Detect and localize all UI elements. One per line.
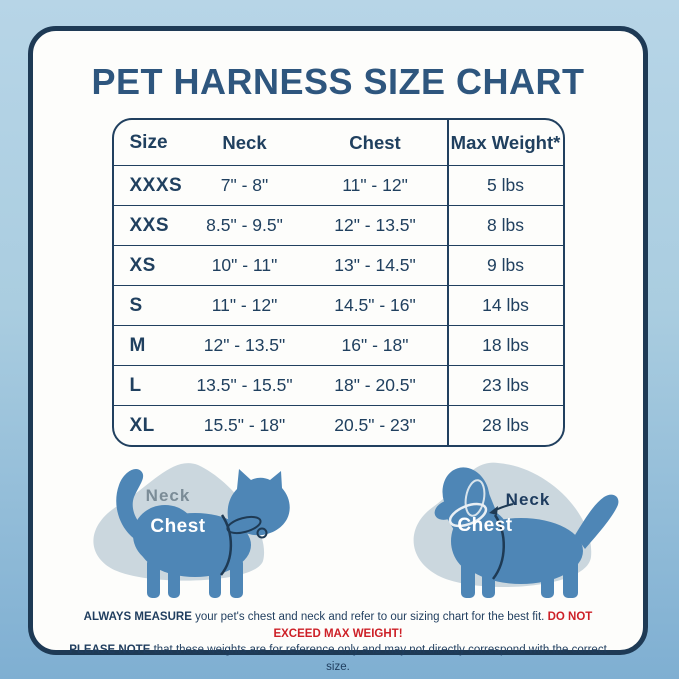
cell-chest: 11" - 12" — [342, 175, 408, 195]
footnote-line1-text: your pet's chest and neck and refer to o… — [191, 611, 548, 623]
dog-chest-label: Chest — [457, 515, 512, 536]
cat-illustration: Neck Chest — [93, 463, 290, 598]
cell-chest: 13" - 14.5" — [334, 255, 416, 275]
dog-illustration: Neck Chest — [413, 462, 619, 598]
cell-size: XXS — [129, 214, 170, 236]
table-row-xxs: XXS 8.5" - 9.5" 12" - 13.5" 8 lbs — [113, 205, 563, 245]
cell-max-weight: 28 lbs — [446, 406, 563, 445]
cell-neck: 11" - 12" — [211, 295, 278, 315]
cell-chest: 18" - 20.5" — [334, 375, 416, 395]
cell-size: XL — [129, 414, 155, 436]
table-row-xs: XS 10" - 11" 13" - 14.5" 9 lbs — [113, 245, 563, 285]
table-row-m: M 12" - 13.5" 16" - 18" 18 lbs — [113, 325, 563, 365]
cell-max-weight: 8 lbs — [446, 206, 563, 245]
cell-neck: 8.5" - 9.5" — [206, 215, 283, 235]
cell-neck: 12" - 13.5" — [203, 335, 286, 355]
cell-neck: 15.5" - 18" — [203, 415, 286, 435]
cell-max-weight: 23 lbs — [446, 366, 563, 405]
cell-chest: 20.5" - 23" — [334, 415, 416, 435]
cell-neck: 13.5" - 15.5" — [196, 375, 293, 395]
cell-chest: 14.5" - 16" — [334, 295, 416, 315]
column-header-size: Size — [129, 131, 168, 153]
footnote-please-note: PLEASE NOTE — [69, 644, 151, 657]
footnote-warning: DO NOT EXCEED MAX WEIGHT! — [273, 611, 593, 640]
dog-chest-measure-line — [491, 514, 505, 580]
table-header-row: Size Neck Chest Max Weight* — [114, 120, 563, 165]
table-row-xxxs: XXXS 7" - 8" 11" - 12" 5 lbs — [113, 165, 563, 205]
cell-max-weight: 5 lbs — [446, 166, 563, 205]
cat-neck-measure-loop — [256, 527, 268, 539]
column-header-neck: Neck — [222, 131, 267, 153]
cell-chest: 12" - 13.5" — [334, 215, 416, 235]
table-row-l: L 13.5" - 15.5" 18" - 20.5" 23 lbs — [113, 365, 563, 405]
footnote: ALWAYS MEASURE your pet's chest and neck… — [61, 609, 615, 676]
dog-neck-arrowhead — [489, 506, 498, 515]
cell-neck: 10" - 11" — [211, 255, 278, 275]
cell-size: L — [129, 374, 142, 396]
dog-neck-measure-line — [448, 502, 488, 528]
footnote-line2-text: that these weights are for reference onl… — [150, 644, 607, 674]
column-header-chest: Chest — [349, 131, 401, 153]
dog-silhouette — [434, 467, 619, 598]
cell-max-weight: 9 lbs — [446, 246, 563, 285]
cell-max-weight: 14 lbs — [446, 286, 563, 325]
cat-chest-measure-line — [220, 514, 233, 576]
cat-neck-label: Neck — [146, 486, 191, 505]
cell-neck: 7" - 8" — [220, 175, 269, 195]
cell-size: S — [129, 294, 143, 316]
cell-chest: 16" - 18" — [341, 335, 409, 355]
dog-neck-label: Neck — [506, 490, 551, 509]
page-title: PET HARNESS SIZE CHART — [91, 61, 585, 102]
measurement-diagrams: Neck Chest — [33, 453, 643, 599]
column-header-max-weight: Max Weight* — [446, 120, 563, 165]
table-row-xl: XL 15.5" - 18" 20.5" - 23" 28 lbs — [113, 405, 563, 445]
table-row-s: S 11" - 12" 14.5" - 16" 14 lbs — [113, 285, 563, 325]
cell-max-weight: 18 lbs — [446, 326, 563, 365]
cell-size: XXXS — [129, 174, 183, 196]
cat-chest-label: Chest — [150, 516, 205, 537]
cell-size: XS — [129, 254, 156, 276]
cat-silhouette — [116, 468, 290, 598]
size-chart-card: PET HARNESS SIZE CHART Size Neck Chest M… — [28, 26, 648, 673]
cell-size: M — [129, 334, 146, 356]
dog-ear — [464, 479, 486, 517]
footnote-always-measure: ALWAYS MEASURE — [83, 611, 192, 623]
size-table: Size Neck Chest Max Weight* XXXS 7" - 8"… — [111, 118, 565, 447]
